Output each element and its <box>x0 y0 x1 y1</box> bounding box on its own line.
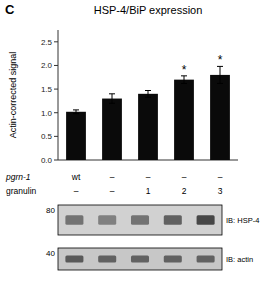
panel-label: C <box>5 2 15 17</box>
bar <box>102 99 122 160</box>
blot-label: IB: HSP-4 <box>226 216 259 225</box>
row-cell-label: – <box>146 172 151 182</box>
blot-background <box>58 248 222 270</box>
y-tick-label: 1.5 <box>41 85 53 94</box>
blot <box>58 248 222 270</box>
row-cell-label: – <box>110 172 115 182</box>
blot-band <box>65 215 83 225</box>
plot-area <box>66 66 230 160</box>
y-tick-label: 0.5 <box>41 132 53 141</box>
bar <box>66 112 86 160</box>
row-cell-label: – <box>218 172 223 182</box>
row-cell-label: – <box>182 172 187 182</box>
bar <box>210 75 230 160</box>
bar <box>138 94 158 160</box>
bar <box>174 80 194 160</box>
blot-band <box>164 255 182 262</box>
blot-label: IB: actin <box>226 255 253 264</box>
row-cell-label: – <box>74 186 79 196</box>
y-tick-label: 0.0 <box>41 156 53 165</box>
y-tick <box>54 89 58 90</box>
blot-band <box>197 255 215 262</box>
y-axis-line <box>58 30 59 160</box>
y-axis: 0.0 0.5 1.0 1.5 2.0 2.5 <box>41 30 238 165</box>
blot-band <box>131 255 149 262</box>
chart: C HSP-4/BiP expression 0.0 0.5 1.0 1.5 2.0 2.5 A… <box>0 0 271 290</box>
blot-band <box>65 255 83 262</box>
error-bar <box>73 110 79 114</box>
y-tick <box>54 41 58 42</box>
blot-band <box>98 215 116 225</box>
title: HSP-4/BiP expression <box>94 4 203 16</box>
error-bar <box>145 91 151 98</box>
blot <box>58 205 222 235</box>
row-label: granulin <box>6 186 37 196</box>
y-tick <box>54 136 58 137</box>
blot-background <box>58 205 222 235</box>
mw-marker: 80 <box>46 206 55 215</box>
row-label: pgrn-1 <box>5 172 31 182</box>
significance: * <box>182 63 187 77</box>
row-cell-label: wt <box>71 172 81 182</box>
blot-band <box>131 215 149 225</box>
y-tick <box>54 160 58 161</box>
blot-band <box>98 255 116 262</box>
row-cell-label: 3 <box>218 186 223 196</box>
y-tick-label: 1.0 <box>41 109 53 118</box>
error-bar <box>109 94 115 103</box>
error-bar <box>217 66 223 83</box>
row-cell-label: 2 <box>182 186 187 196</box>
blot-band <box>164 215 182 225</box>
y-tick <box>54 112 58 113</box>
y-tick-label: 2.5 <box>41 38 53 47</box>
error-bar <box>181 76 187 84</box>
y-tick-label: 2.0 <box>41 61 53 70</box>
blot-band <box>197 215 215 225</box>
mw-marker: 40 <box>46 249 55 258</box>
y-tick <box>54 65 58 66</box>
row-cell-label: – <box>110 186 115 196</box>
y-label: Actin-corrected signal <box>8 52 18 139</box>
row-cell-label: 1 <box>146 186 151 196</box>
significance: * <box>218 53 223 67</box>
